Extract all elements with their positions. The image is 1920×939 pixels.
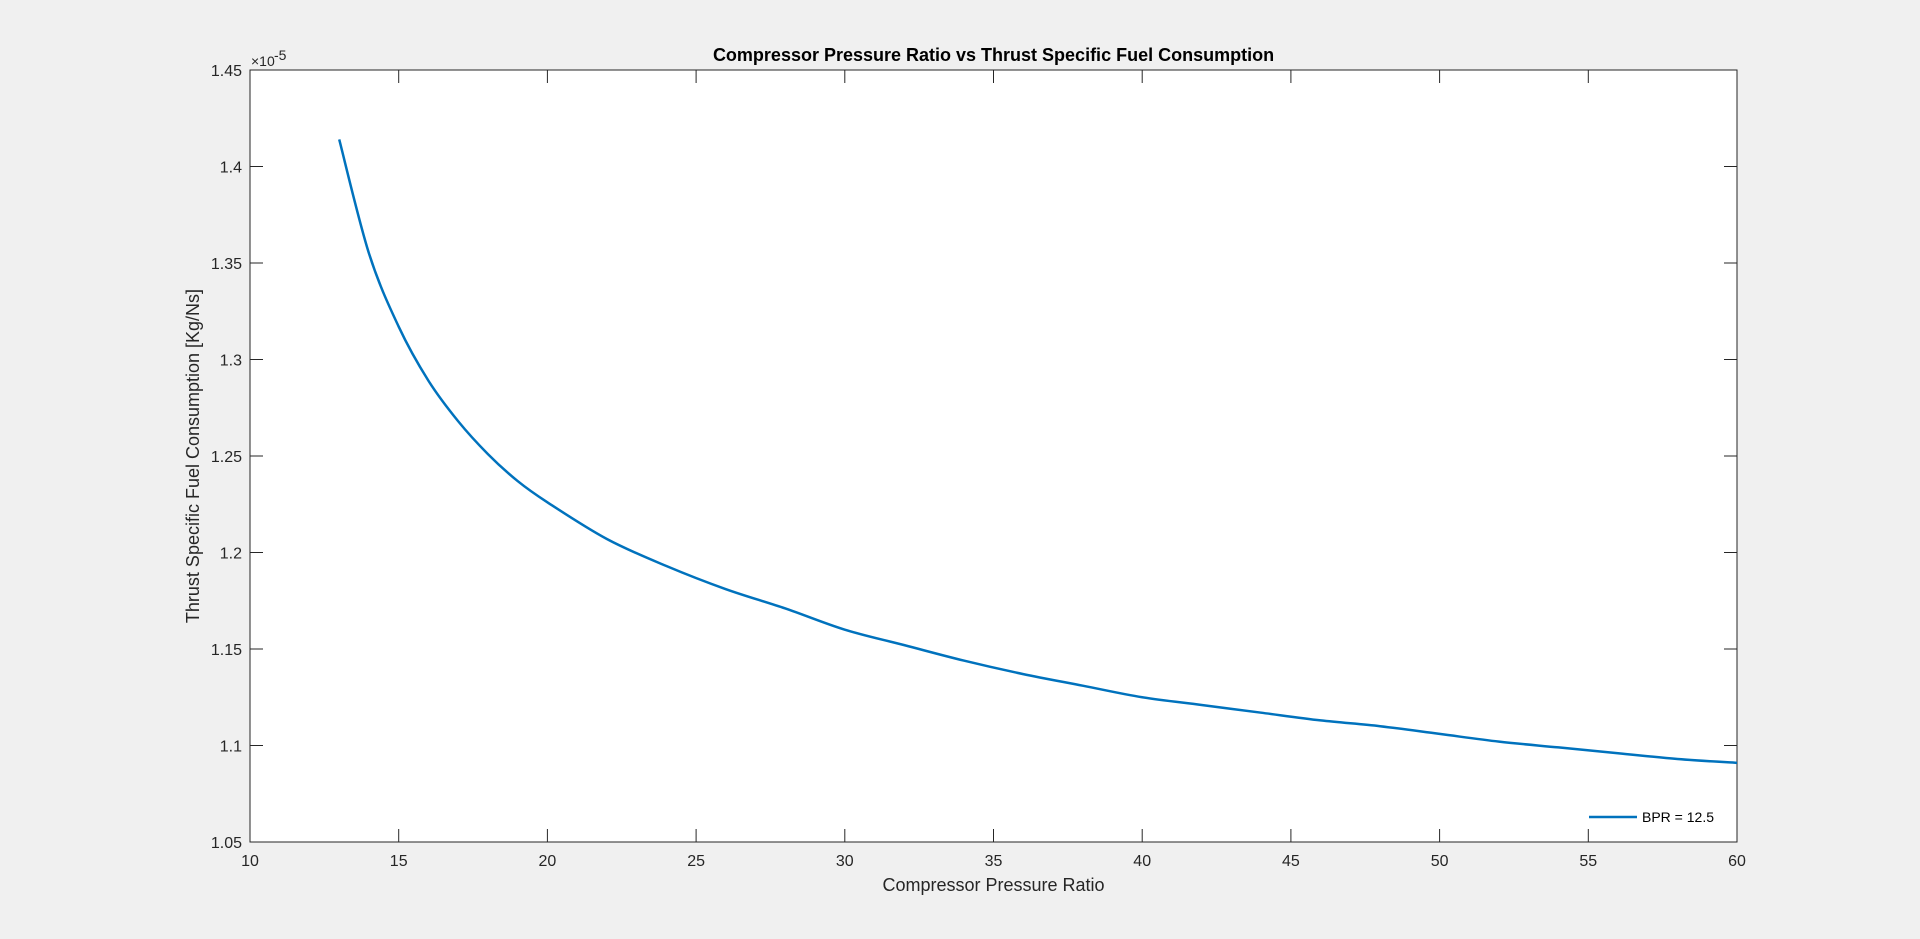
y-tick-label: 1.3 <box>220 353 242 370</box>
x-tick-label: 10 <box>241 853 259 870</box>
x-tick-label: 20 <box>539 853 557 870</box>
x-axis-label: Compressor Pressure Ratio <box>882 875 1104 895</box>
plot-area <box>249 69 1738 843</box>
y-axis-exponent-power: -5 <box>274 47 287 63</box>
y-tick-label: 1.2 <box>220 546 242 563</box>
x-axis-ticks: 10 15 20 25 30 35 40 45 50 55 60 <box>241 70 1746 870</box>
y-axis-ticks: 1.05 1.1 1.15 1.2 1.25 1.3 1.35 1.4 1.45 <box>211 63 1737 852</box>
x-tick-label: 60 <box>1728 853 1746 870</box>
x-tick-label: 25 <box>687 853 705 870</box>
series-line-bpr <box>338 139 1738 765</box>
y-tick-label: 1.45 <box>211 63 242 80</box>
y-tick-label: 1.25 <box>211 449 242 466</box>
legend: BPR = 12.5 <box>1589 809 1714 825</box>
y-axis-label: Thrust Specific Fuel Consumption [Kg/Ns] <box>183 289 203 623</box>
y-tick-label: 1.1 <box>220 739 242 756</box>
y-axis-exponent-base: ×10 <box>251 53 275 69</box>
x-tick-label: 15 <box>390 853 408 870</box>
y-tick-label: 1.15 <box>211 642 242 659</box>
x-tick-label: 55 <box>1579 853 1597 870</box>
x-tick-label: 50 <box>1431 853 1449 870</box>
x-tick-label: 45 <box>1282 853 1300 870</box>
series-layer <box>338 139 1738 765</box>
y-axis-exponent: ×10 -5 <box>251 47 287 69</box>
legend-entry-bpr: BPR = 12.5 <box>1642 809 1714 825</box>
y-tick-label: 1.4 <box>220 160 242 177</box>
y-tick-label: 1.05 <box>211 835 242 852</box>
x-tick-label: 35 <box>985 853 1003 870</box>
y-tick-label: 1.35 <box>211 256 242 273</box>
x-tick-label: 40 <box>1133 853 1151 870</box>
chart-title: Compressor Pressure Ratio vs Thrust Spec… <box>713 45 1274 65</box>
x-tick-label: 30 <box>836 853 854 870</box>
